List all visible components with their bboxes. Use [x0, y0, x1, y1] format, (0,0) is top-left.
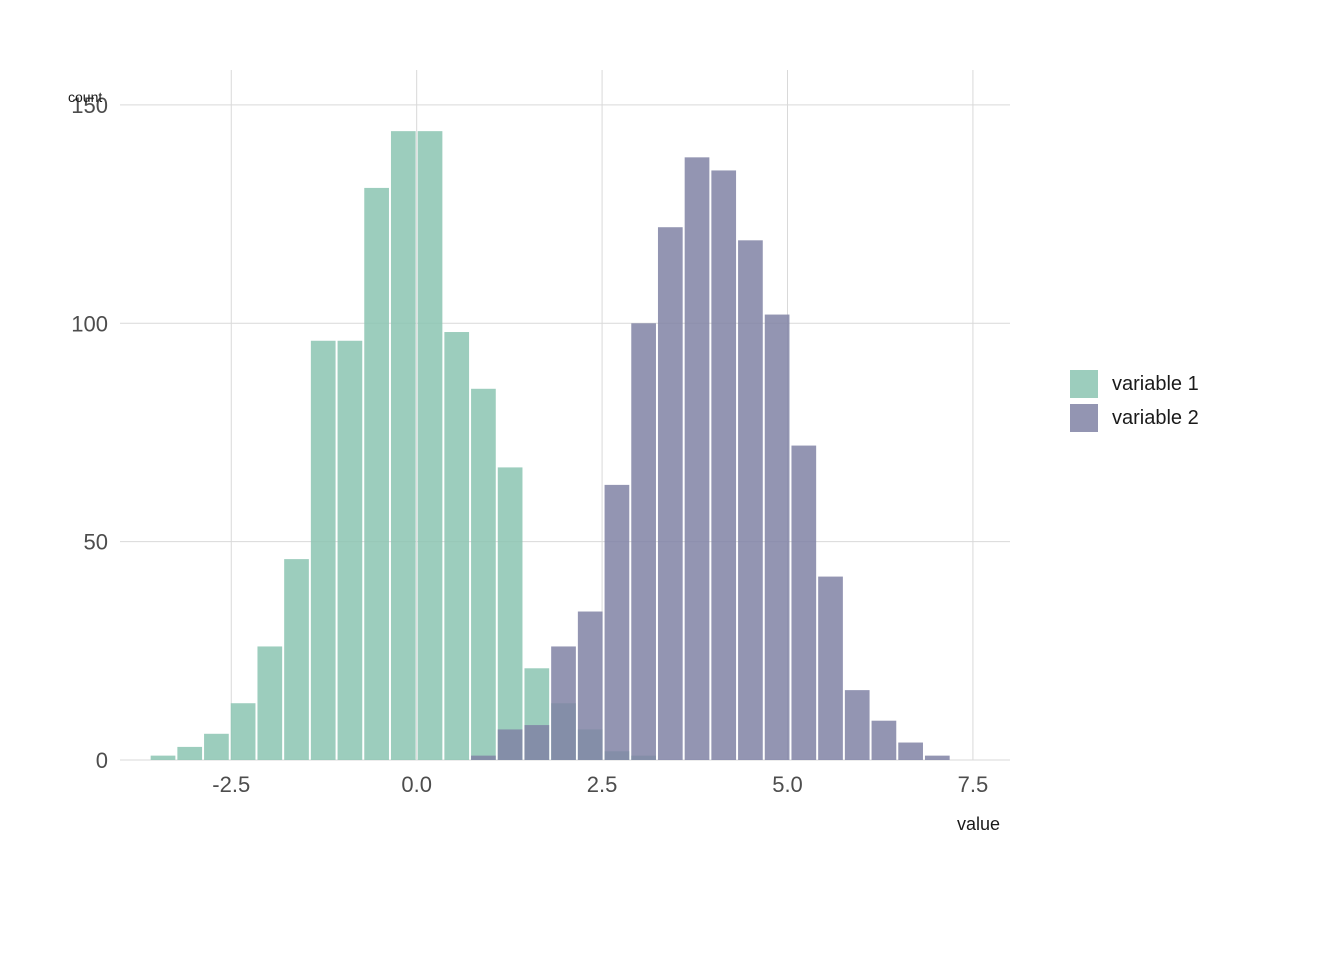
bar [311, 341, 336, 760]
bar [791, 446, 816, 760]
histogram-chart: -2.50.02.55.07.5050100150valuecountvaria… [0, 0, 1344, 960]
bar [898, 743, 923, 760]
x-tick-label: 2.5 [587, 772, 618, 797]
bar [551, 646, 576, 760]
bar [284, 559, 309, 760]
bar [498, 729, 523, 760]
bar [151, 756, 176, 760]
x-tick-label: 0.0 [401, 772, 432, 797]
y-tick-label: 100 [71, 311, 108, 336]
y-tick-label: 50 [84, 530, 108, 555]
bar [578, 612, 603, 760]
bar [364, 188, 389, 760]
x-tick-label: 7.5 [958, 772, 989, 797]
bar [177, 747, 202, 760]
bar [471, 389, 496, 760]
bar [257, 646, 282, 760]
legend-label: variable 1 [1112, 373, 1199, 395]
legend-swatch [1070, 370, 1098, 398]
bar [925, 756, 950, 760]
legend-swatch [1070, 404, 1098, 432]
bar [711, 170, 736, 760]
bar [685, 157, 710, 760]
bar [605, 485, 630, 760]
y-tick-label: 0 [96, 748, 108, 773]
bar [818, 577, 843, 760]
x-tick-label: -2.5 [212, 772, 250, 797]
chart-svg: -2.50.02.55.07.5050100150valuecountvaria… [0, 0, 1344, 960]
x-axis-label: value [957, 814, 1000, 834]
bar [231, 703, 256, 760]
bar [872, 721, 897, 760]
bar [471, 756, 496, 760]
bar [391, 131, 416, 760]
bar [631, 323, 656, 760]
bar [338, 341, 363, 760]
bar [765, 315, 790, 760]
bar [498, 467, 523, 760]
legend-label: variable 2 [1112, 407, 1199, 429]
bar [524, 725, 549, 760]
bar [204, 734, 229, 760]
bar [738, 240, 763, 760]
bar [845, 690, 870, 760]
bar [444, 332, 469, 760]
y-axis-label: count [68, 89, 102, 105]
x-tick-label: 5.0 [772, 772, 803, 797]
bar [418, 131, 443, 760]
bar [658, 227, 683, 760]
